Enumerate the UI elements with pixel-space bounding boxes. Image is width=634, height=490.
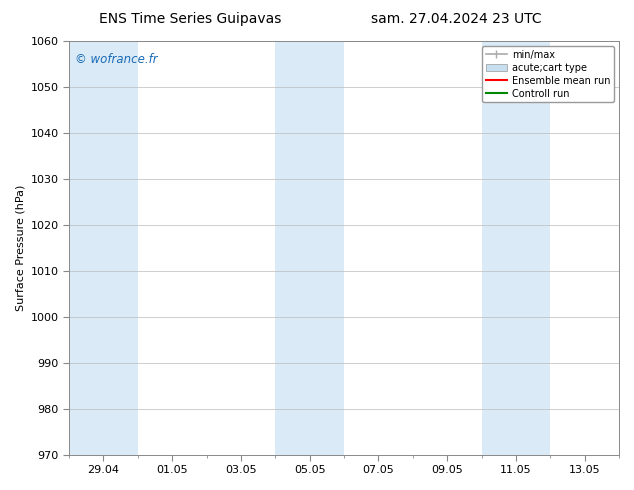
Bar xyxy=(69,41,138,455)
Bar xyxy=(275,41,344,455)
Legend: min/max, acute;cart type, Ensemble mean run, Controll run: min/max, acute;cart type, Ensemble mean … xyxy=(482,46,614,102)
Bar xyxy=(482,41,550,455)
Text: ENS Time Series Guipavas: ENS Time Series Guipavas xyxy=(99,12,281,26)
Text: sam. 27.04.2024 23 UTC: sam. 27.04.2024 23 UTC xyxy=(371,12,542,26)
Text: © wofrance.fr: © wofrance.fr xyxy=(75,53,157,67)
Y-axis label: Surface Pressure (hPa): Surface Pressure (hPa) xyxy=(15,185,25,311)
